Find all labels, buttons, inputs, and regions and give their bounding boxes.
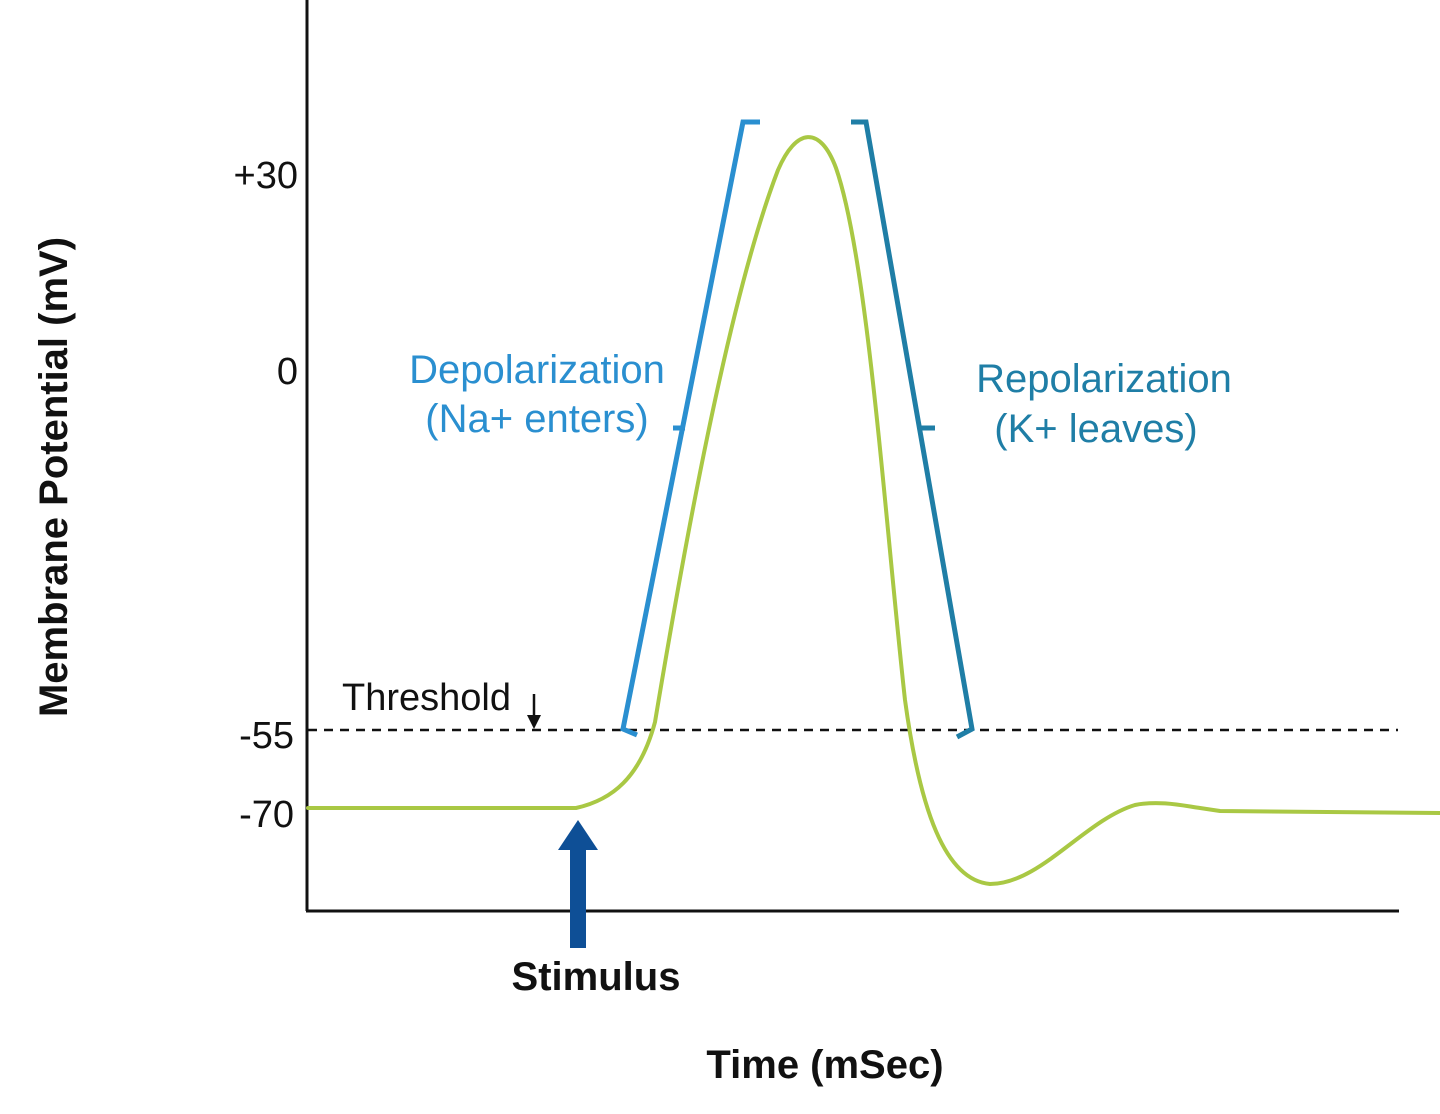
- stimulus-label: Stimulus: [512, 955, 681, 999]
- y-tick-0: 0: [277, 351, 298, 393]
- depolarization-detail: (Na+ enters): [425, 397, 648, 441]
- x-axis-label: Time (mSec): [706, 1043, 943, 1087]
- axes: [305, 0, 1399, 913]
- action-potential-trace: [306, 135, 1440, 886]
- y-tick-plus30: +30: [234, 155, 298, 197]
- y-tick-minus55: -55: [239, 715, 294, 757]
- stimulus-arrow-icon: [558, 820, 598, 948]
- y-tick-labels: +30 0 -55 -70: [234, 155, 298, 836]
- threshold-label: Threshold: [342, 677, 511, 719]
- depolarization-title: Depolarization: [409, 348, 665, 392]
- repolarization-detail: (K+ leaves): [994, 407, 1197, 451]
- y-axis-label: Membrane Potential (mV): [32, 237, 76, 717]
- threshold-pointer-icon: [527, 694, 541, 729]
- y-tick-minus70: -70: [239, 794, 294, 836]
- repolarization-bracket: [851, 119, 975, 740]
- repolarization-title: Repolarization: [976, 357, 1232, 401]
